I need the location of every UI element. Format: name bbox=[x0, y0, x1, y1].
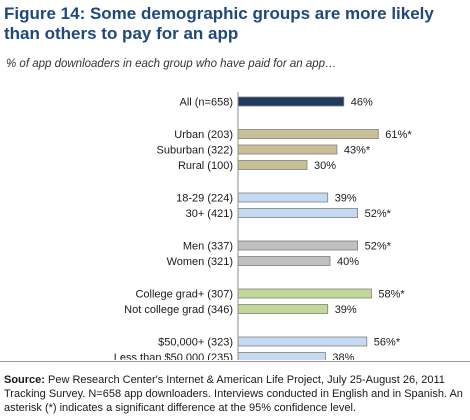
chart-subtitle: % of app downloaders in each group who h… bbox=[6, 58, 337, 70]
bar bbox=[237, 96, 345, 107]
bar-group-education: College grad+ (307) 58%* Not college grad … bbox=[124, 289, 405, 317]
category-label: $50,000+ (323) bbox=[158, 337, 233, 349]
category-label: 30+ (421) bbox=[186, 208, 233, 220]
bar bbox=[237, 352, 326, 360]
category-label: Women (321) bbox=[167, 256, 233, 268]
category-label: Rural (100) bbox=[178, 160, 233, 172]
source-text: Pew Research Center's Internet & America… bbox=[4, 374, 463, 414]
value-label: 58%* bbox=[378, 289, 405, 301]
category-label: Less than $50,000 (235) bbox=[114, 352, 233, 360]
bar bbox=[237, 144, 338, 155]
source-note: Source: Pew Research Center's Internet &… bbox=[4, 373, 466, 415]
category-label: Suburban (322) bbox=[157, 145, 233, 157]
category-label: College grad+ (307) bbox=[135, 289, 233, 301]
value-label: 38% bbox=[332, 352, 354, 360]
source-label: Source: bbox=[4, 374, 45, 386]
bar-group-age: 18-29 (224) 39% 30+ (421) 52%* bbox=[176, 193, 391, 221]
chart-title: Figure 14: Some demographic groups are m… bbox=[4, 4, 434, 43]
value-label: 40% bbox=[337, 256, 359, 268]
footer-divider bbox=[0, 361, 470, 362]
value-label: 39% bbox=[335, 304, 357, 316]
value-label: 56%* bbox=[374, 337, 401, 349]
value-label: 30% bbox=[314, 160, 336, 172]
bar bbox=[237, 336, 368, 347]
value-label: 52%* bbox=[365, 208, 392, 220]
bar-group-community: Urban (203) 61%* Suburban (322) 43%* Rural (… bbox=[157, 129, 413, 172]
bar bbox=[237, 192, 329, 203]
bar bbox=[237, 256, 331, 266]
bar bbox=[237, 304, 329, 314]
category-label: Urban (203) bbox=[174, 129, 233, 141]
category-label: Men (337) bbox=[183, 241, 233, 253]
bar bbox=[237, 208, 358, 218]
bar bbox=[237, 288, 372, 299]
bar-group-gender: Men (337) 52%* Women (321) 40% bbox=[167, 241, 392, 269]
bar bbox=[237, 129, 379, 139]
category-label: All (n=658) bbox=[179, 97, 233, 109]
value-label: 46% bbox=[351, 97, 373, 109]
bar-group-income: $50,000+ (323) 56%* Less than $50,000 (235… bbox=[114, 336, 401, 360]
value-label: 52%* bbox=[365, 241, 392, 253]
category-label: 18-29 (224) bbox=[176, 193, 233, 205]
bar-group-all: All (n=658) 46% bbox=[179, 97, 373, 109]
bar bbox=[237, 160, 308, 170]
value-label: 39% bbox=[335, 193, 357, 205]
value-label: 61%* bbox=[385, 129, 412, 141]
category-label: Not college grad (346) bbox=[124, 304, 233, 316]
value-label: 43%* bbox=[344, 145, 371, 157]
bar bbox=[237, 240, 358, 251]
bar-chart: All (n=658) 46% Urban (203) 61%* Suburban (3… bbox=[114, 92, 413, 360]
